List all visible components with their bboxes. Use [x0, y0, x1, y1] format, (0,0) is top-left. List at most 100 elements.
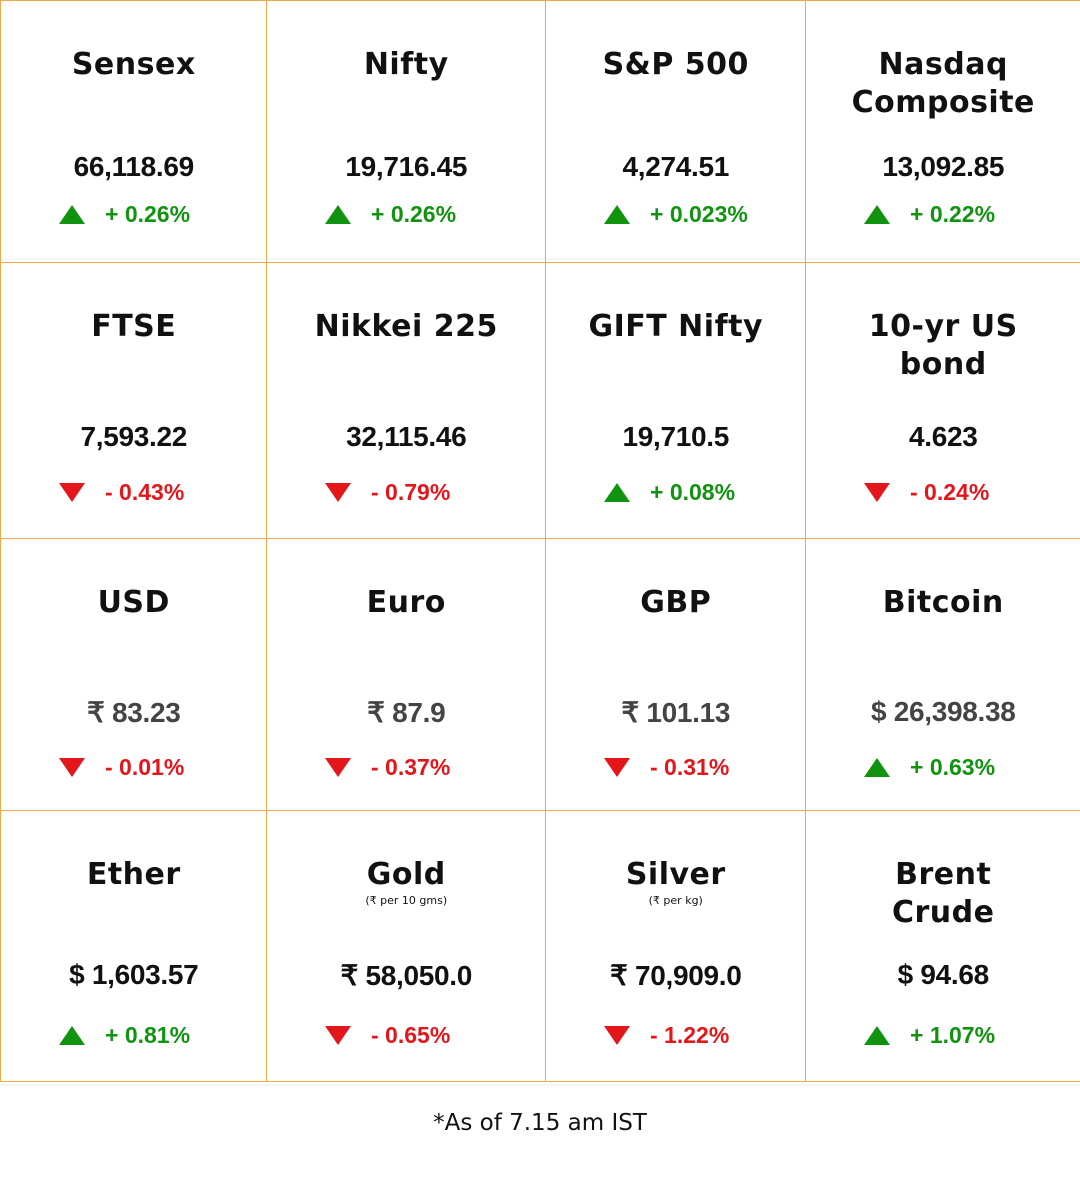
triangle-up-icon [59, 1026, 85, 1045]
change-row: + 0.26% [1, 199, 267, 229]
percent-change: - 0.43% [105, 479, 185, 505]
instrument-name: Ether [86, 857, 181, 892]
change-row: + 0.63% [806, 752, 1080, 782]
triangle-up-icon [604, 205, 630, 224]
change-row: - 0.01% [1, 752, 267, 782]
market-grid: Sensex 66,118.69 + 0.26% Nifty 19,716.45 + 0.… [0, 0, 1080, 1082]
market-cell-silver: Silver (₹ per kg) ₹ 70,909.0 - 1.22% [545, 810, 807, 1082]
percent-change: + 0.81% [105, 1022, 191, 1048]
triangle-down-icon [325, 483, 351, 502]
percent-change: + 0.08% [650, 479, 736, 505]
market-cell-gold: Gold (₹ per 10 gms) ₹ 58,050.0 - 0.65% [266, 810, 547, 1082]
market-cell-nikkei-225: Nikkei 225 32,115.46 - 0.79% [266, 262, 547, 540]
unit-label: (₹ per kg) [648, 894, 703, 907]
instrument-name: Euro [366, 585, 446, 620]
instrument-name: GIFT Nifty [588, 309, 764, 344]
market-cell-nasdaq-composite: Nasdaq Composite 13,092.85 + 0.22% [805, 0, 1080, 264]
market-cell-sensex: Sensex 66,118.69 + 0.26% [0, 0, 268, 264]
unit-label: (₹ per 10 gms) [365, 894, 448, 907]
percent-change: + 0.023% [650, 201, 748, 227]
price-value: 32,115.46 [346, 421, 467, 452]
price-value: 13,092.85 [882, 151, 1005, 182]
price-value: ₹ 87.9 [367, 697, 446, 728]
change-row: + 0.023% [546, 199, 806, 229]
triangle-down-icon [325, 1026, 351, 1045]
change-row: - 0.65% [267, 1020, 546, 1050]
percent-change: + 0.22% [910, 201, 996, 227]
percent-change: - 0.79% [371, 479, 451, 505]
price-value: ₹ 70,909.0 [609, 960, 742, 991]
change-row: + 0.22% [806, 199, 1080, 229]
change-row: + 0.26% [267, 199, 546, 229]
instrument-name: Nifty [363, 47, 449, 82]
market-cell-gbp: GBP ₹ 101.13 - 0.31% [545, 538, 807, 812]
triangle-down-icon [864, 483, 890, 502]
triangle-down-icon [325, 758, 351, 777]
price-value: 19,716.45 [345, 151, 468, 182]
instrument-name: FTSE [91, 309, 177, 344]
instrument-name: Gold (₹ per 10 gms) [267, 856, 546, 908]
price-value: ₹ 101.13 [621, 697, 731, 728]
price-value: $ 26,398.38 [870, 696, 1016, 727]
change-row: + 0.81% [1, 1020, 267, 1050]
market-cell-s-p-500: S&P 500 4,274.51 + 0.023% [545, 0, 807, 264]
percent-change: + 0.63% [910, 754, 996, 780]
change-row: - 0.79% [267, 477, 546, 507]
market-cell-10-yr-us-bond: 10-yr US bond 4.623 - 0.24% [805, 262, 1080, 540]
instrument-name: Nikkei 225 [314, 309, 498, 344]
market-cell-nifty: Nifty 19,716.45 + 0.26% [266, 0, 547, 264]
price-value: 66,118.69 [73, 151, 195, 182]
price-value: 4.623 [908, 421, 978, 452]
triangle-up-icon [604, 483, 630, 502]
timestamp-note: *As of 7.15 am IST [433, 1110, 647, 1136]
percent-change: - 0.01% [105, 754, 185, 780]
change-row: - 0.31% [546, 752, 806, 782]
instrument-name: GBP [640, 585, 712, 620]
market-cell-ftse: FTSE 7,593.22 - 0.43% [0, 262, 268, 540]
instrument-name: Silver (₹ per kg) [546, 856, 806, 908]
price-value: ₹ 83.23 [86, 697, 181, 728]
change-row: + 1.07% [806, 1020, 1080, 1050]
market-cell-brent-crude: Brent Crude $ 94.68 + 1.07% [805, 810, 1080, 1082]
change-row: + 0.08% [546, 477, 806, 507]
instrument-name: S&P 500 [602, 47, 749, 82]
triangle-down-icon [59, 758, 85, 777]
triangle-down-icon [59, 483, 85, 502]
price-value: $ 94.68 [897, 959, 990, 990]
market-cell-gift-nifty: GIFT Nifty 19,710.5 + 0.08% [545, 262, 807, 540]
percent-change: + 0.26% [105, 201, 191, 227]
market-cell-euro: Euro ₹ 87.9 - 0.37% [266, 538, 547, 812]
triangle-up-icon [864, 205, 890, 224]
triangle-up-icon [325, 205, 351, 224]
change-row: - 1.22% [546, 1020, 806, 1050]
price-value: ₹ 58,050.0 [340, 960, 473, 991]
percent-change: - 0.24% [910, 479, 990, 505]
triangle-up-icon [59, 205, 85, 224]
percent-change: - 1.22% [650, 1022, 730, 1048]
triangle-down-icon [604, 758, 630, 777]
change-row: - 0.37% [267, 752, 546, 782]
change-row: - 0.43% [1, 477, 267, 507]
percent-change: + 0.26% [371, 201, 457, 227]
instrument-name: Brent Crude [892, 857, 995, 930]
price-value: $ 1,603.57 [69, 959, 199, 990]
price-value: 7,593.22 [80, 421, 188, 452]
instrument-name: Sensex [71, 47, 196, 82]
instrument-name: 10-yr US bond [868, 309, 1018, 382]
price-value: 19,710.5 [622, 421, 730, 452]
triangle-down-icon [604, 1026, 630, 1045]
market-cell-ether: Ether $ 1,603.57 + 0.81% [0, 810, 268, 1082]
market-cell-usd: USD ₹ 83.23 - 0.01% [0, 538, 268, 812]
percent-change: - 0.31% [650, 754, 730, 780]
market-cell-bitcoin: Bitcoin $ 26,398.38 + 0.63% [805, 538, 1080, 812]
instrument-name: Bitcoin [882, 585, 1004, 620]
instrument-name: USD [97, 585, 170, 620]
price-value: 4,274.51 [622, 151, 730, 182]
percent-change: + 1.07% [910, 1022, 996, 1048]
instrument-name: Nasdaq Composite [851, 47, 1035, 120]
percent-change: - 0.65% [371, 1022, 451, 1048]
triangle-up-icon [864, 1026, 890, 1045]
triangle-up-icon [864, 758, 890, 777]
change-row: - 0.24% [806, 477, 1080, 507]
percent-change: - 0.37% [371, 754, 451, 780]
